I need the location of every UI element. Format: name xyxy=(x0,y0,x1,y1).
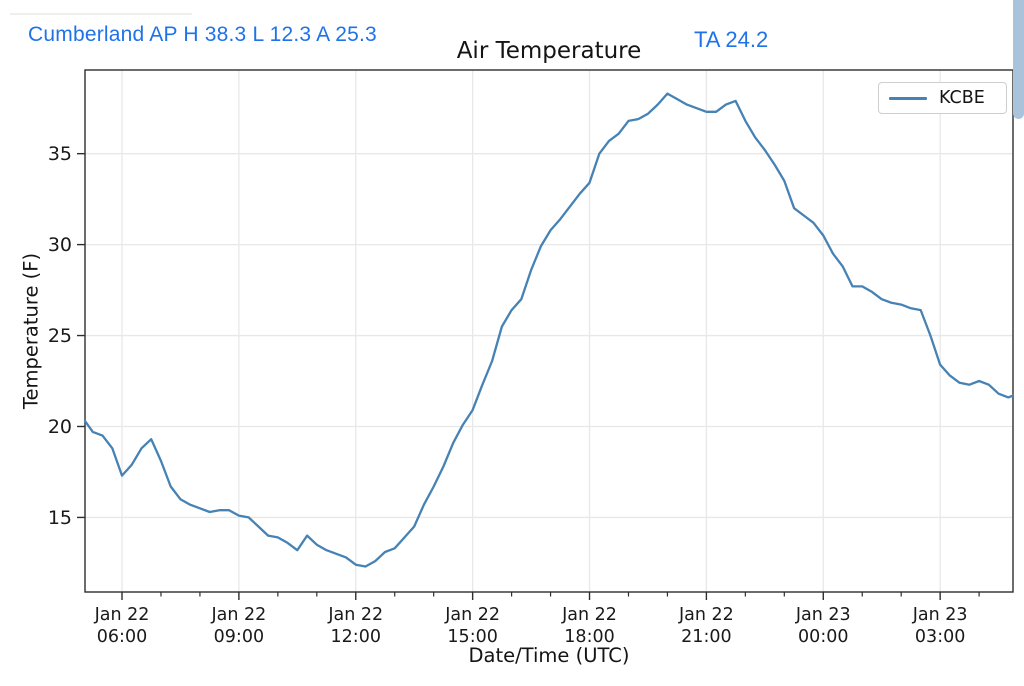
ta-reading-text: TA 24.2 xyxy=(694,27,769,52)
x-tick-label-date: Jan 23 xyxy=(795,605,851,625)
legend-label: KCBE xyxy=(939,88,985,108)
x-tick-label-time: 12:00 xyxy=(331,627,381,647)
x-tick-label-date: Jan 22 xyxy=(94,605,150,625)
x-tick-label-date: Jan 22 xyxy=(210,605,266,625)
x-tick-label-time: 09:00 xyxy=(214,627,264,647)
plot-border xyxy=(84,69,1014,593)
station-summary-text: Cumberland AP H 38.3 L 12.3 A 25.3 xyxy=(28,23,377,46)
series-line-kcbe xyxy=(83,92,1015,568)
x-tick-label-time: 15:00 xyxy=(447,627,497,647)
x-tick-label-date: Jan 22 xyxy=(678,605,734,625)
x-tick-label-time: 06:00 xyxy=(97,627,147,647)
legend-box: KCBE xyxy=(878,82,1007,114)
scrollbar-thumb[interactable] xyxy=(1013,0,1024,119)
x-tick-label-date: Jan 22 xyxy=(327,605,383,625)
legend-line-swatch xyxy=(889,96,927,100)
y-tick-label: 15 xyxy=(48,507,72,529)
y-tick-label: 30 xyxy=(48,234,72,256)
y-axis-label: Temperature (F) xyxy=(19,252,43,410)
y-tick-label: 35 xyxy=(48,143,72,165)
x-tick-label-date: Jan 23 xyxy=(912,605,968,625)
y-tick-label: 25 xyxy=(48,325,72,347)
header-divider xyxy=(10,13,192,15)
x-tick-label-time: 18:00 xyxy=(564,627,614,647)
x-tick-label-date: Jan 22 xyxy=(444,605,500,625)
x-axis-label: Date/Time (UTC) xyxy=(468,644,630,667)
x-tick-label-time: 21:00 xyxy=(681,627,731,647)
y-tick-label: 20 xyxy=(48,416,72,438)
chart-title: Air Temperature xyxy=(456,38,642,64)
x-tick-label-date: Jan 22 xyxy=(561,605,617,625)
x-tick-label-time: 00:00 xyxy=(798,627,848,647)
x-tick-label-time: 03:00 xyxy=(915,627,965,647)
